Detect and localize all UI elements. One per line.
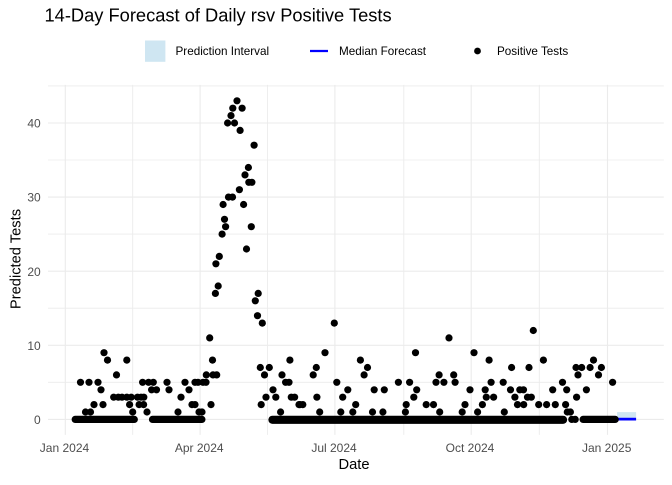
svg-text:10: 10 (27, 339, 41, 353)
svg-text:Jul 2024: Jul 2024 (311, 441, 357, 455)
svg-text:40: 40 (27, 117, 41, 131)
svg-text:Oct 2024: Oct 2024 (446, 441, 495, 455)
svg-text:Apr 2024: Apr 2024 (175, 441, 224, 455)
svg-text:14-Day Forecast of Daily rsv P: 14-Day Forecast of Daily rsv Positive Te… (45, 4, 392, 25)
svg-text:Jan 2025: Jan 2025 (582, 441, 632, 455)
svg-text:Predicted Tests: Predicted Tests (9, 209, 25, 309)
svg-text:Median Forecast: Median Forecast (339, 45, 427, 58)
svg-text:Date: Date (338, 457, 369, 473)
svg-text:Positive Tests: Positive Tests (497, 45, 568, 58)
svg-text:30: 30 (27, 191, 41, 205)
svg-text:Prediction Interval: Prediction Interval (176, 45, 270, 58)
svg-text:20: 20 (27, 265, 41, 279)
svg-text:0: 0 (34, 413, 41, 427)
svg-text:Jan 2024: Jan 2024 (40, 441, 90, 455)
